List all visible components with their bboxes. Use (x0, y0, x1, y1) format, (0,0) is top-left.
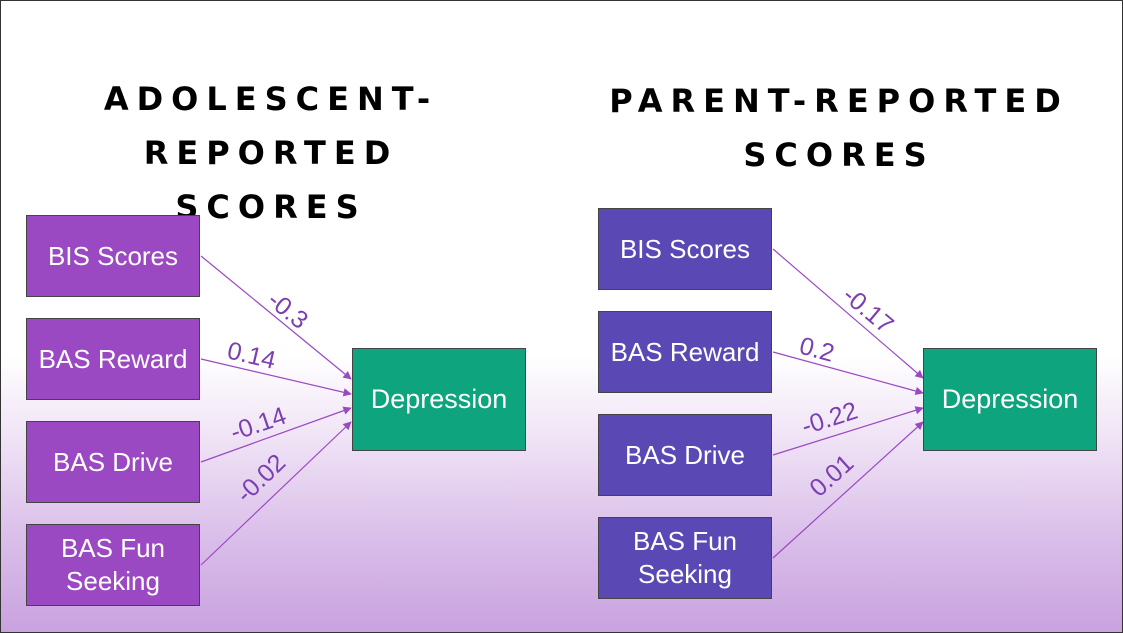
arrow-adolescent-fun (200, 421, 352, 566)
arrow-adolescent-reward (200, 358, 352, 397)
parent-drive-label: BAS Drive (625, 439, 745, 470)
arrow-parent-bis (772, 248, 924, 379)
coef-parent-drive: -0.22 (798, 396, 861, 440)
parent-depression-label: Depression (941, 384, 1079, 414)
adolescent-drive-box: BAS Drive (26, 421, 200, 503)
adolescent-title-line2: SCORES (175, 188, 367, 226)
parent-title-line1: PARENT-REPORTED (609, 82, 1069, 120)
adolescent-title: ADOLESCENT-REPORTED SCORES (11, 72, 531, 234)
parent-reward-label: BAS Reward (610, 336, 760, 367)
parent-bis-label: BIS Scores (619, 233, 751, 264)
adolescent-reward-label: BAS Reward (38, 343, 188, 374)
coef-adolescent-fun: -0.02 (231, 449, 291, 509)
coef-parent-fun: 0.01 (804, 449, 859, 502)
arrow-adolescent-drive (200, 406, 352, 463)
adolescent-depression-label: Depression (370, 384, 508, 414)
parent-title: PARENT-REPORTED SCORES (579, 74, 1099, 182)
coef-parent-reward: 0.2 (796, 332, 837, 368)
adolescent-fun-box: BAS Fun Seeking (26, 524, 200, 606)
adolescent-drive-label: BAS Drive (53, 446, 173, 477)
adolescent-fun-label: BAS Fun Seeking (60, 533, 166, 596)
adolescent-reward-box: BAS Reward (26, 318, 200, 400)
parent-depression-box: Depression (923, 348, 1097, 451)
parent-bis-box: BIS Scores (598, 208, 772, 290)
arrow-adolescent-bis (200, 255, 352, 380)
coef-adolescent-reward: 0.14 (225, 337, 279, 375)
parent-drive-box: BAS Drive (598, 414, 772, 496)
adolescent-title-line1: ADOLESCENT-REPORTED (103, 80, 439, 172)
parent-title-line2: SCORES (743, 136, 935, 174)
coef-adolescent-drive: -0.14 (227, 402, 290, 447)
parent-fun-label: BAS Fun Seeking (632, 526, 738, 589)
coef-adolescent-bis: -0.3 (262, 286, 313, 335)
adolescent-bis-box: BIS Scores (26, 215, 200, 297)
adolescent-bis-label: BIS Scores (47, 240, 179, 271)
adolescent-depression-box: Depression (352, 348, 526, 451)
parent-reward-box: BAS Reward (598, 311, 772, 393)
arrow-parent-reward (772, 351, 924, 396)
parent-fun-box: BAS Fun Seeking (598, 517, 772, 599)
arrow-parent-drive (772, 406, 924, 456)
arrow-parent-fun (772, 421, 924, 559)
